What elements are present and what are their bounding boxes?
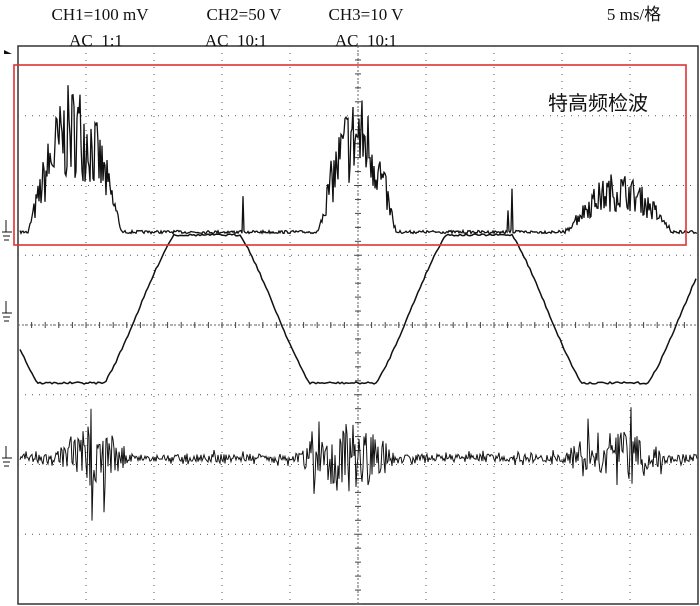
channel-coupling: AC 10:1 — [335, 31, 397, 50]
highlight-box — [13, 64, 687, 246]
ground-marker — [2, 220, 12, 241]
channel-label: CH1=100 mV — [52, 5, 150, 24]
channel-label: CH2=50 V — [207, 5, 283, 24]
channel-coupling: AC 10:1 — [205, 31, 267, 50]
channel-coupling: AC 1:1 — [69, 31, 123, 50]
graticule — [17, 45, 698, 605]
trigger-marker — [4, 50, 12, 54]
timebase: 5 ms/格 — [607, 5, 661, 24]
ground-marker — [2, 301, 12, 322]
ground-marker — [2, 446, 12, 467]
ch1-waveform — [19, 85, 698, 235]
waveforms — [19, 85, 698, 521]
channel-label: CH3=10 V — [329, 5, 405, 24]
annotation: 特高频检波 — [548, 92, 648, 115]
ch2-waveform — [19, 233, 697, 385]
ch3-waveform — [19, 407, 698, 521]
